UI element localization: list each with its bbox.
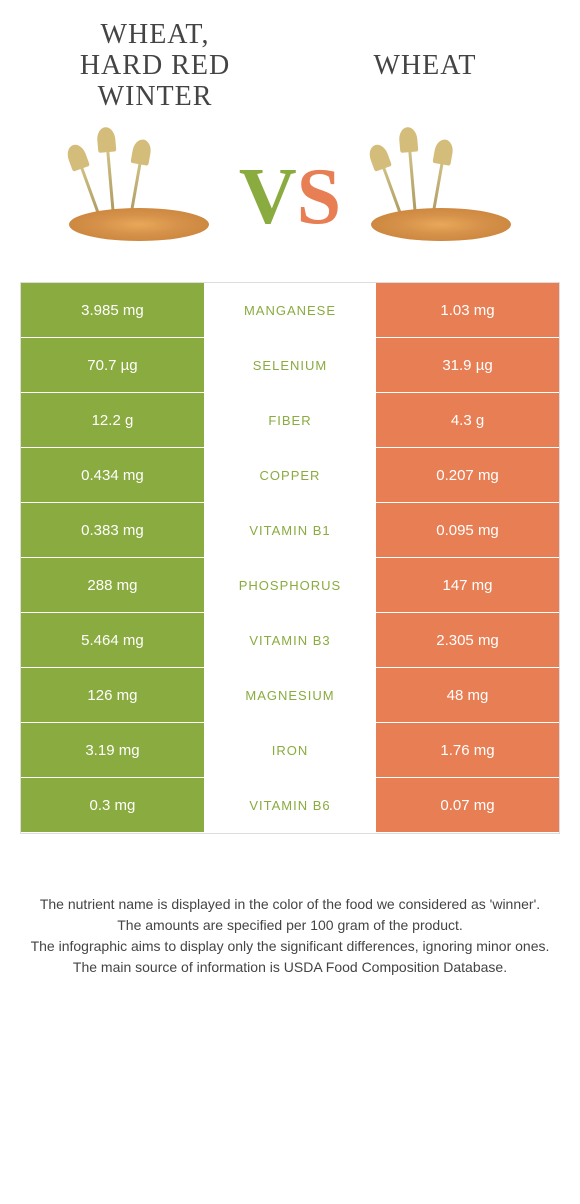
table-row: 12.2 gFiber4.3 g bbox=[21, 393, 559, 448]
nutrient-name-cell: Vitamin B6 bbox=[204, 778, 376, 832]
nutrient-name-cell: Magnesium bbox=[204, 668, 376, 722]
nutrient-name-cell: Manganese bbox=[204, 283, 376, 337]
nutrient-comparison-table: 3.985 mgManganese1.03 mg70.7 µgSelenium3… bbox=[20, 282, 560, 834]
table-row: 5.464 mgVitamin B32.305 mg bbox=[21, 613, 559, 668]
right-food-title: WHEAT bbox=[317, 51, 533, 82]
table-row: 0.434 mgCopper0.207 mg bbox=[21, 448, 559, 503]
table-row: 3.985 mgManganese1.03 mg bbox=[21, 283, 559, 338]
left-value-cell: 70.7 µg bbox=[21, 338, 204, 392]
footer-notes: The nutrient name is displayed in the co… bbox=[20, 894, 560, 978]
right-value-cell: 1.03 mg bbox=[376, 283, 559, 337]
vs-v-letter: V bbox=[239, 152, 297, 243]
nutrient-name-cell: Selenium bbox=[204, 338, 376, 392]
header-titles: WHEAT, HARD RED WINTER WHEAT bbox=[20, 20, 560, 112]
left-value-cell: 126 mg bbox=[21, 668, 204, 722]
left-value-cell: 3.985 mg bbox=[21, 283, 204, 337]
table-row: 0.3 mgVitamin B60.07 mg bbox=[21, 778, 559, 833]
right-value-cell: 48 mg bbox=[376, 668, 559, 722]
left-value-cell: 0.434 mg bbox=[21, 448, 204, 502]
right-value-cell: 31.9 µg bbox=[376, 338, 559, 392]
table-row: 3.19 mgIron1.76 mg bbox=[21, 723, 559, 778]
right-value-cell: 0.095 mg bbox=[376, 503, 559, 557]
nutrient-name-cell: Vitamin B3 bbox=[204, 613, 376, 667]
right-value-cell: 4.3 g bbox=[376, 393, 559, 447]
left-value-cell: 12.2 g bbox=[21, 393, 204, 447]
right-value-cell: 0.07 mg bbox=[376, 778, 559, 832]
footer-line: The nutrient name is displayed in the co… bbox=[30, 894, 550, 915]
left-value-cell: 0.383 mg bbox=[21, 503, 204, 557]
right-value-cell: 0.207 mg bbox=[376, 448, 559, 502]
nutrient-name-cell: Copper bbox=[204, 448, 376, 502]
table-row: 126 mgMagnesium48 mg bbox=[21, 668, 559, 723]
vs-s-letter: S bbox=[297, 152, 342, 243]
vs-label: V S bbox=[239, 152, 341, 243]
nutrient-name-cell: Phosphorus bbox=[204, 558, 376, 612]
left-value-cell: 0.3 mg bbox=[21, 778, 204, 832]
left-value-cell: 5.464 mg bbox=[21, 613, 204, 667]
table-row: 70.7 µgSelenium31.9 µg bbox=[21, 338, 559, 393]
footer-line: The main source of information is USDA F… bbox=[30, 957, 550, 978]
grain-pile-icon bbox=[371, 208, 511, 241]
nutrient-name-cell: Fiber bbox=[204, 393, 376, 447]
right-value-cell: 1.76 mg bbox=[376, 723, 559, 777]
left-value-cell: 288 mg bbox=[21, 558, 204, 612]
right-value-cell: 2.305 mg bbox=[376, 613, 559, 667]
right-food-image bbox=[351, 142, 531, 252]
right-value-cell: 147 mg bbox=[376, 558, 559, 612]
left-value-cell: 3.19 mg bbox=[21, 723, 204, 777]
nutrient-name-cell: Vitamin B1 bbox=[204, 503, 376, 557]
nutrient-name-cell: Iron bbox=[204, 723, 376, 777]
left-food-title: WHEAT, HARD RED WINTER bbox=[47, 20, 263, 112]
vs-row: V S bbox=[20, 142, 560, 252]
footer-line: The infographic aims to display only the… bbox=[30, 936, 550, 957]
grain-pile-icon bbox=[69, 208, 209, 241]
page-container: WHEAT, HARD RED WINTER WHEAT V S 3.985 m… bbox=[0, 0, 580, 998]
table-row: 0.383 mgVitamin B10.095 mg bbox=[21, 503, 559, 558]
left-food-image bbox=[49, 142, 229, 252]
footer-line: The amounts are specified per 100 gram o… bbox=[30, 915, 550, 936]
table-row: 288 mgPhosphorus147 mg bbox=[21, 558, 559, 613]
